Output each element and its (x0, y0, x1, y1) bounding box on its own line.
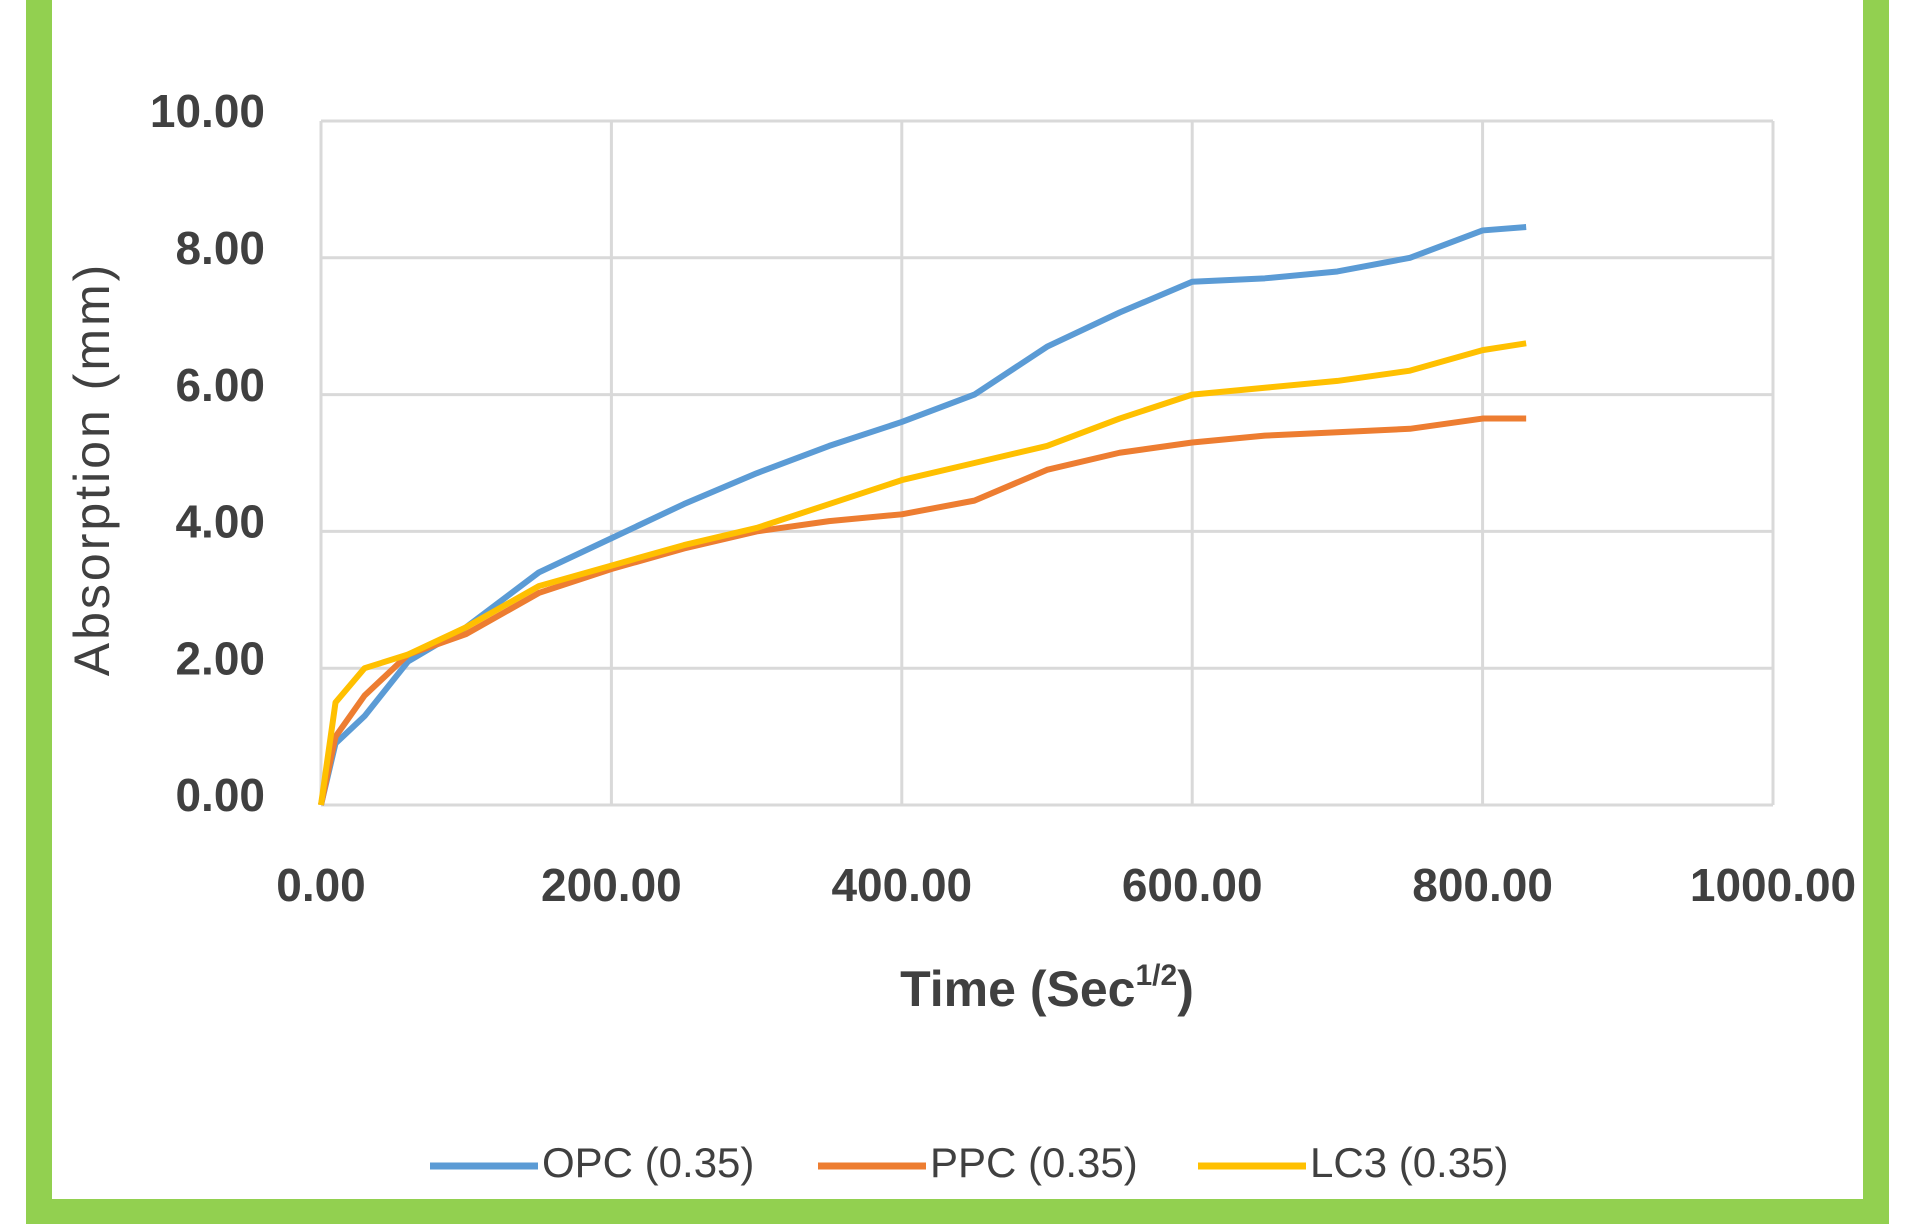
y-tick-label: 10.00 (150, 85, 265, 137)
x-axis-title: Time (Sec1/2) (900, 959, 1194, 1017)
y-tick-label: 4.00 (175, 496, 265, 548)
x-tick-label: 0.00 (276, 859, 366, 911)
y-axis-title: Absorption (mm) (64, 262, 120, 677)
x-tick-label: 200.00 (541, 859, 682, 911)
legend-label: OPC (0.35) (542, 1139, 754, 1186)
x-tick-label: 600.00 (1122, 859, 1263, 911)
series-line (318, 340, 1527, 806)
legend-label: LC3 (0.35) (1310, 1139, 1508, 1186)
x-tick-label: 400.00 (831, 859, 972, 911)
x-tick-label: 800.00 (1412, 859, 1553, 911)
frame (26, 0, 1889, 1224)
x-tick-label: 1000.00 (1690, 859, 1856, 911)
x-axis-title-main: Time (Sec (900, 961, 1135, 1017)
x-axis-title-end: ) (1177, 961, 1194, 1017)
y-tick-label: 8.00 (175, 222, 265, 274)
x-axis-title-sup: 1/2 (1135, 959, 1177, 992)
y-tick-label: 6.00 (175, 359, 265, 411)
y-tick-label: 0.00 (175, 769, 265, 821)
series-line (318, 224, 1527, 806)
y-tick-label: 2.00 (175, 632, 265, 684)
legend-label: PPC (0.35) (930, 1139, 1138, 1186)
